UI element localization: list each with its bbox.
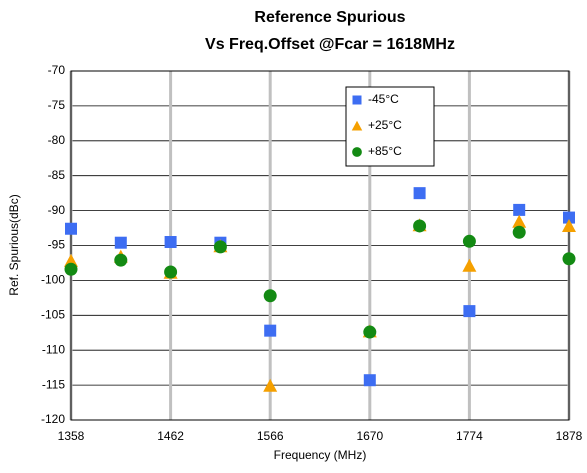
marker bbox=[263, 289, 277, 303]
marker bbox=[213, 240, 227, 254]
marker bbox=[114, 253, 128, 267]
y-tick-label: -80 bbox=[48, 133, 66, 147]
x-axis-label: Frequency (MHz) bbox=[274, 448, 367, 462]
y-axis-label: Ref. Spurious(dBc) bbox=[7, 194, 21, 295]
y-tick-label: -105 bbox=[41, 307, 65, 321]
marker bbox=[64, 262, 78, 276]
marker bbox=[462, 234, 476, 248]
x-tick-label: 1566 bbox=[257, 429, 284, 443]
y-tick-label: -75 bbox=[48, 98, 66, 112]
marker bbox=[512, 214, 527, 228]
legend-label: -45°C bbox=[368, 92, 399, 106]
marker bbox=[164, 236, 177, 249]
chart-subtitle: Vs Freq.Offset @Fcar = 1618MHz bbox=[205, 36, 455, 53]
x-tick-label: 1774 bbox=[456, 429, 483, 443]
y-tick-label: -115 bbox=[42, 377, 65, 391]
marker bbox=[562, 252, 576, 266]
plot-frame bbox=[70, 70, 570, 421]
legend-label: +25°C bbox=[368, 118, 402, 132]
marker bbox=[351, 120, 363, 131]
marker bbox=[562, 218, 576, 232]
marker bbox=[563, 211, 575, 224]
chart-title: Reference Spurious bbox=[254, 9, 405, 26]
x-tick-label: 1670 bbox=[356, 429, 383, 443]
y-tick-label: -100 bbox=[41, 273, 65, 287]
marker bbox=[513, 203, 526, 216]
marker bbox=[164, 265, 178, 279]
marker bbox=[512, 225, 526, 239]
marker bbox=[363, 325, 377, 339]
x-tick-label: 1358 bbox=[58, 429, 85, 443]
marker bbox=[264, 324, 277, 337]
marker bbox=[64, 253, 78, 267]
marker bbox=[114, 236, 127, 249]
y-tick-label: -110 bbox=[42, 342, 65, 356]
marker bbox=[363, 374, 376, 387]
marker bbox=[352, 147, 362, 157]
y-tick-label: -85 bbox=[48, 168, 66, 182]
legend-label: +85°C bbox=[368, 144, 402, 158]
marker bbox=[413, 187, 426, 200]
marker bbox=[413, 219, 427, 233]
y-tick-label: -95 bbox=[48, 238, 66, 252]
y-tick-label: -70 bbox=[48, 63, 66, 77]
x-tick-label: 1878 bbox=[556, 429, 583, 443]
marker bbox=[263, 378, 278, 392]
y-tick-label: -90 bbox=[48, 203, 66, 217]
marker bbox=[352, 95, 362, 105]
marker bbox=[462, 258, 477, 272]
y-tick-label: -120 bbox=[41, 412, 65, 426]
marker bbox=[65, 222, 77, 235]
x-tick-label: 1462 bbox=[157, 429, 184, 443]
marker bbox=[463, 305, 476, 318]
